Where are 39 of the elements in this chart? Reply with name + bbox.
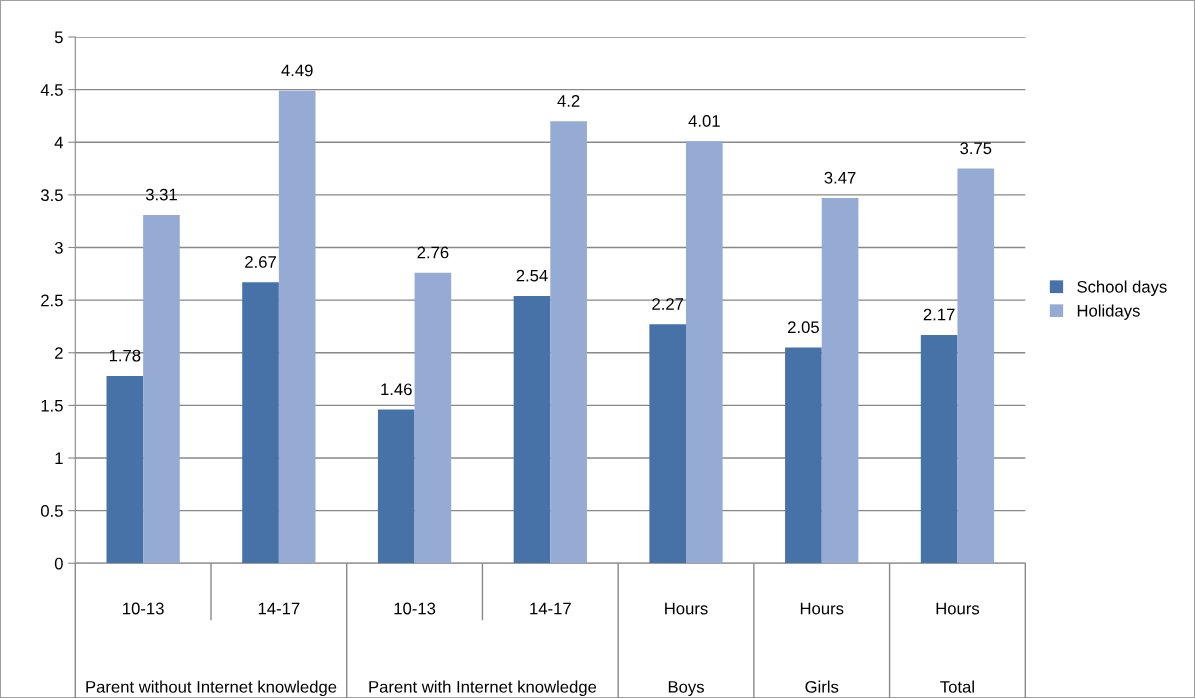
y-tick-label: 2.5	[41, 294, 63, 307]
data-label: 4.49	[281, 64, 313, 77]
y-tick-label: 0.5	[40, 505, 63, 517]
text: Boys	[668, 681, 704, 697]
x-tick-label: Hours	[936, 602, 980, 615]
y-tick-label: 0	[54, 557, 63, 570]
y-tick-label: 1.5	[41, 399, 63, 412]
x-tick-label: Hours	[665, 602, 708, 615]
text: Parent with Internet knowledge	[369, 680, 597, 697]
x-tick-label: 14-17	[530, 602, 571, 615]
data-label: 3.31	[145, 188, 177, 201]
y-tick-label: 4	[54, 136, 63, 149]
text: Total	[940, 680, 974, 693]
x-tick-label: 10-13	[123, 602, 164, 615]
y-tick-label: 1	[55, 452, 63, 465]
legend-label: School days	[1077, 280, 1167, 296]
text: Parent without Internet knowledge	[86, 680, 337, 697]
x-tick-label: Hours	[800, 602, 844, 615]
y-tick-label: 4.5	[40, 84, 63, 96]
y-tick-label: 3	[54, 241, 63, 254]
x-tick-label: 10-13	[394, 602, 436, 615]
data-label: 2.17	[923, 308, 955, 321]
data-label: 2.54	[516, 269, 548, 282]
y-tick-label: 5	[54, 31, 63, 44]
data-label: 3.47	[824, 171, 856, 184]
x-tick-label: 14-17	[258, 602, 300, 615]
legend-label: Holidays	[1077, 304, 1140, 320]
y-tick-label: 3.5	[40, 189, 63, 202]
data-label: 2.76	[417, 246, 449, 259]
data-label: 1.46	[381, 383, 412, 396]
data-label: 2.05	[788, 321, 819, 334]
data-label: 2.67	[245, 256, 276, 268]
data-label: 2.27	[652, 298, 684, 310]
data-label: 1.78	[109, 349, 141, 362]
data-label: 4.01	[688, 114, 720, 127]
y-tick-label: 2	[55, 347, 63, 359]
text: Girls	[805, 680, 839, 693]
data-label: 4.2	[557, 94, 580, 107]
data-label: 3.75	[960, 142, 992, 155]
